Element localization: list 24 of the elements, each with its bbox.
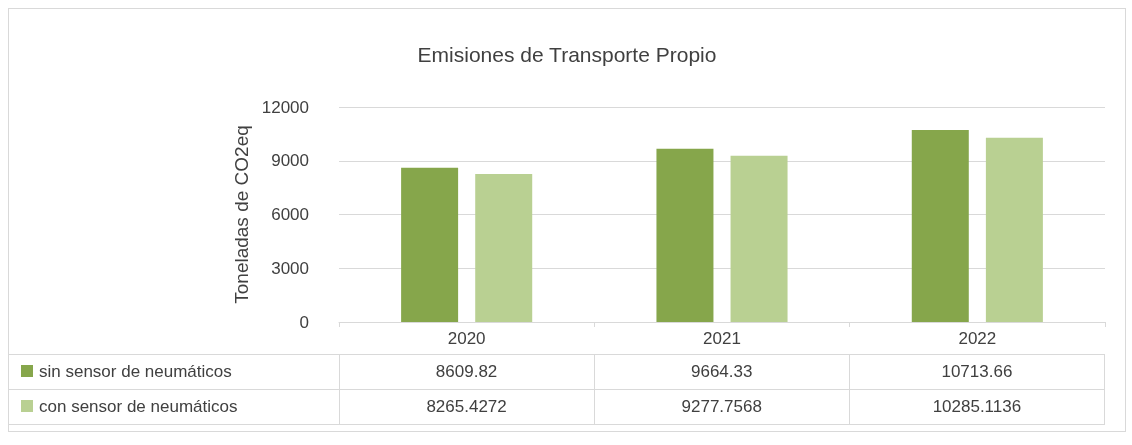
data-label: 10713.66 <box>849 354 1105 390</box>
bar <box>656 148 714 322</box>
y-tick-label: 6000 <box>271 205 309 224</box>
legend-label: con sensor de neumáticos <box>9 389 339 425</box>
y-tick-label: 12000 <box>261 97 309 117</box>
bar <box>985 137 1043 322</box>
y-tick-label: 3000 <box>271 258 309 278</box>
data-label: 8265.4272 <box>339 389 595 425</box>
chart-title: Emisiones de Transporte Propio <box>417 43 717 66</box>
y-tick-label: 0 <box>299 312 309 332</box>
legend-label: sin sensor de neumáticos <box>9 354 339 390</box>
bar <box>401 167 459 322</box>
data-label: 9277.7568 <box>594 389 850 425</box>
y-axis-title: Toneladas de CO2eq <box>230 125 252 304</box>
data-label: 10285.1136 <box>849 389 1105 425</box>
data-label: 9664.33 <box>594 354 850 390</box>
data-label: 8609.82 <box>339 354 595 390</box>
x-tick-label: 2020 <box>447 329 486 348</box>
bar <box>730 155 788 322</box>
y-tick-label: 9000 <box>271 151 309 171</box>
bar <box>911 130 969 322</box>
x-tick-label: 2022 <box>958 329 997 348</box>
bar <box>475 173 533 322</box>
x-tick-label: 2021 <box>703 329 741 348</box>
